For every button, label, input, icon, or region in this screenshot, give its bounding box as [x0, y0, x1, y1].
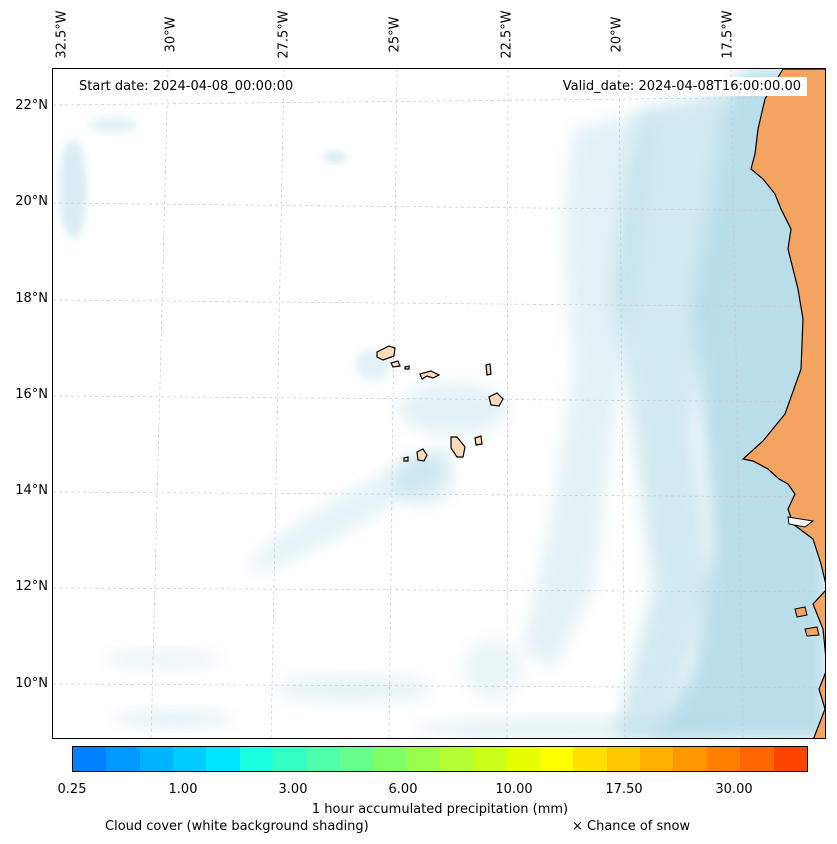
lat-label-20n: 20°N — [15, 194, 48, 209]
colorbar-swatch — [339, 747, 374, 771]
cape-verde-islands — [376, 345, 504, 462]
colorbar-swatch — [273, 747, 307, 771]
colorbar-tick: 3.00 — [278, 782, 308, 797]
colorbar-swatch — [73, 747, 107, 771]
colorbar-swatch — [139, 747, 174, 771]
colorbar-tick: 0.25 — [57, 782, 87, 797]
colorbar-swatch — [306, 747, 340, 771]
colorbar-swatch — [773, 747, 807, 771]
africa-estuary — [787, 516, 815, 528]
lat-label-18n: 18°N — [15, 291, 48, 306]
fogo-island — [416, 448, 428, 462]
lon-label-20w: 20°W — [609, 16, 625, 53]
colorbar-swatch — [373, 747, 407, 771]
precipitation-colorbar — [72, 746, 808, 772]
santa-luzia-island — [404, 365, 410, 370]
valid-date-label: Valid_date: 2024-04-08T16:00:00.00 — [556, 77, 807, 96]
snow-chance-legend: × Chance of snow — [572, 819, 691, 834]
africa-mainland — [741, 69, 825, 738]
graticule — [53, 69, 825, 738]
brava-island — [403, 456, 409, 462]
colorbar-tick: 17.50 — [605, 782, 643, 797]
colorbar-swatch — [239, 747, 274, 771]
lat-label-22n: 22°N — [15, 98, 48, 113]
colorbar-swatch — [606, 747, 641, 771]
bijagos-island — [794, 606, 808, 618]
colorbar-tick: 6.00 — [388, 782, 418, 797]
lat-label-10n: 10°N — [15, 676, 48, 691]
sao-vicente-island — [390, 360, 401, 368]
sao-nicolau-island — [419, 370, 441, 380]
lon-label-32-5w: 32.5°W — [54, 10, 70, 59]
cloud-cover-legend: Cloud cover (white background shading) — [105, 819, 369, 834]
maio-island — [474, 435, 483, 446]
lon-label-27-5w: 27.5°W — [276, 10, 292, 59]
santiago-island — [450, 436, 466, 458]
map-canvas — [53, 69, 825, 738]
lon-label-25w: 25°W — [387, 16, 403, 53]
lon-label-17-5w: 17.5°W — [720, 10, 736, 59]
colorbar-tick: 1.00 — [168, 782, 198, 797]
colorbar-swatch — [206, 747, 240, 771]
colorbar-swatch — [173, 747, 207, 771]
lat-label-16n: 16°N — [15, 387, 48, 402]
lon-label-30w: 30°W — [163, 16, 179, 53]
colorbar-swatch — [640, 747, 674, 771]
lat-label-12n: 12°N — [15, 579, 48, 594]
colorbar-swatch — [673, 747, 707, 771]
sal-island — [485, 363, 492, 376]
colorbar-swatch — [740, 747, 774, 771]
colorbar-swatch — [540, 747, 574, 771]
boa-vista-island — [488, 392, 504, 407]
colorbar-tick: 30.00 — [715, 782, 753, 797]
cloud-cover-shading — [59, 69, 825, 738]
colorbar-swatch — [106, 747, 140, 771]
colorbar-swatch — [506, 747, 541, 771]
colorbar-swatch — [439, 747, 474, 771]
colorbar-title: 1 hour accumulated precipitation (mm) — [311, 802, 569, 817]
colorbar-swatch — [573, 747, 607, 771]
start-date-label: Start date: 2024-04-08_00:00:00 — [73, 77, 300, 96]
colorbar-swatch — [473, 747, 507, 771]
colorbar-swatch — [706, 747, 741, 771]
lat-label-14n: 14°N — [15, 483, 48, 498]
santo-antao-island — [376, 345, 396, 361]
colorbar-swatch — [406, 747, 440, 771]
bijagos-island — [804, 626, 820, 637]
lon-label-22-5w: 22.5°W — [499, 10, 515, 59]
map-frame: Start date: 2024-04-08_00:00:00 Valid_da… — [52, 68, 826, 739]
colorbar-tick: 10.00 — [495, 782, 533, 797]
